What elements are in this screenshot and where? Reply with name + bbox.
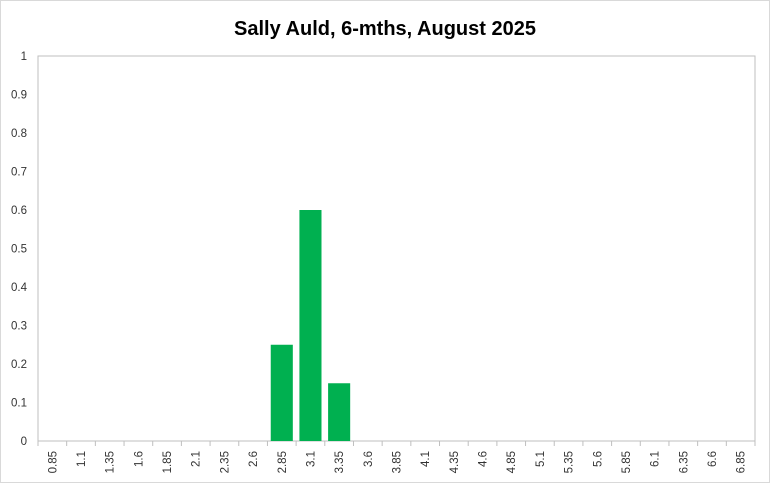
x-tick-label: 0.85: [47, 451, 59, 473]
x-tick-label: 4.6: [478, 451, 490, 467]
y-tick-label: 0.2: [11, 359, 27, 371]
x-tick-label: 3.6: [363, 451, 375, 467]
y-tick-label: 0.7: [11, 167, 27, 179]
x-tick-label: 4.1: [420, 451, 432, 467]
x-tick-label: 2.85: [277, 451, 289, 473]
x-tick-label: 2.35: [219, 451, 231, 473]
bar-3.35: [328, 383, 351, 441]
x-tick-label: 3.85: [392, 451, 404, 473]
chart-title: Sally Auld, 6-mths, August 2025: [234, 18, 536, 40]
x-tick-label: 2.1: [191, 451, 203, 467]
bar-2.85: [270, 344, 293, 441]
x-tick-label: 5.35: [564, 451, 576, 473]
y-tick-label: 0.1: [11, 398, 27, 410]
x-tick-label: 1.35: [105, 451, 117, 473]
x-tick-label: 1.6: [133, 451, 145, 467]
x-tick-label: 4.85: [506, 451, 518, 473]
x-tick-label: 1.1: [76, 451, 88, 467]
y-tick-label: 0.3: [11, 321, 27, 333]
plot-area: [37, 55, 756, 442]
x-tick-label: 5.85: [621, 451, 633, 473]
x-tick-label: 5.6: [592, 451, 604, 467]
x-tick-label: 6.1: [650, 451, 662, 467]
x-tick-label: 6.35: [678, 451, 690, 473]
y-tick-label: 1: [21, 51, 27, 63]
y-tick-label: 0.5: [11, 244, 27, 256]
y-tick-label: 0.9: [11, 90, 27, 102]
x-tick-label: 3.1: [305, 451, 317, 467]
x-tick-label: 5.1: [535, 451, 547, 467]
x-tick-label: 6.6: [707, 451, 719, 467]
y-tick-label: 0: [21, 436, 27, 448]
x-tick-label: 3.35: [334, 451, 346, 473]
x-tick-label: 6.85: [736, 451, 748, 473]
bar-3.1: [299, 210, 322, 441]
y-tick-label: 0.8: [11, 128, 27, 140]
x-tick-label: 2.6: [248, 451, 260, 467]
x-tick-label: 1.85: [162, 451, 174, 473]
x-tick-label: 4.35: [449, 451, 461, 473]
y-tick-label: 0.6: [11, 205, 27, 217]
y-tick-label: 0.4: [11, 282, 28, 294]
